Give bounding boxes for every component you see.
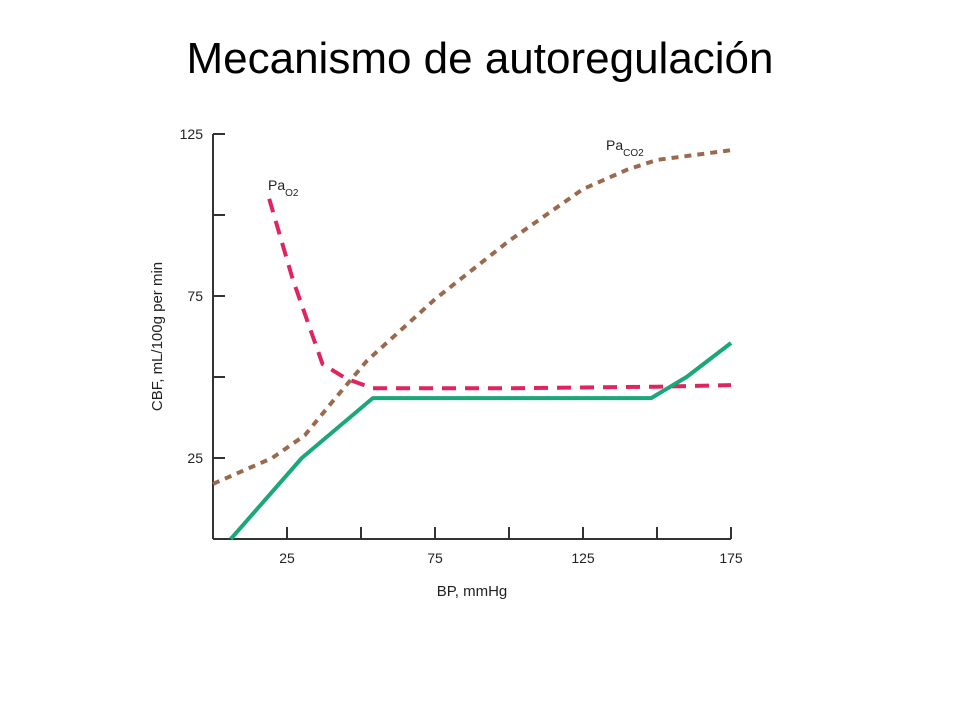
pao2-series-line [267, 198, 732, 391]
y-axis-label: CBF, mL/100g per min [149, 262, 166, 411]
y-tick-label: 25 [187, 450, 203, 466]
y-tick-label: 125 [180, 126, 204, 142]
axes [212, 134, 731, 540]
y-tick-label: 75 [187, 288, 203, 304]
series [212, 148, 733, 541]
pao2-label: PaO2 [268, 177, 299, 199]
x-tick-label: 25 [279, 550, 295, 566]
slide-title: Mecanismo de autoregulación [186, 34, 774, 83]
ticks: 25 75 125 25 75 125 175 [180, 126, 743, 566]
cbf-series-line [229, 341, 733, 541]
x-tick-label: 75 [427, 550, 443, 566]
paco2-series-line [212, 148, 732, 486]
x-tick-label: 175 [719, 550, 743, 566]
paco2-label: PaCO2 [606, 137, 644, 159]
x-tick-label: 125 [571, 550, 595, 566]
x-axis-label: BP, mmHg [437, 583, 508, 600]
series-labels: PaCO2 PaO2 [268, 137, 644, 199]
